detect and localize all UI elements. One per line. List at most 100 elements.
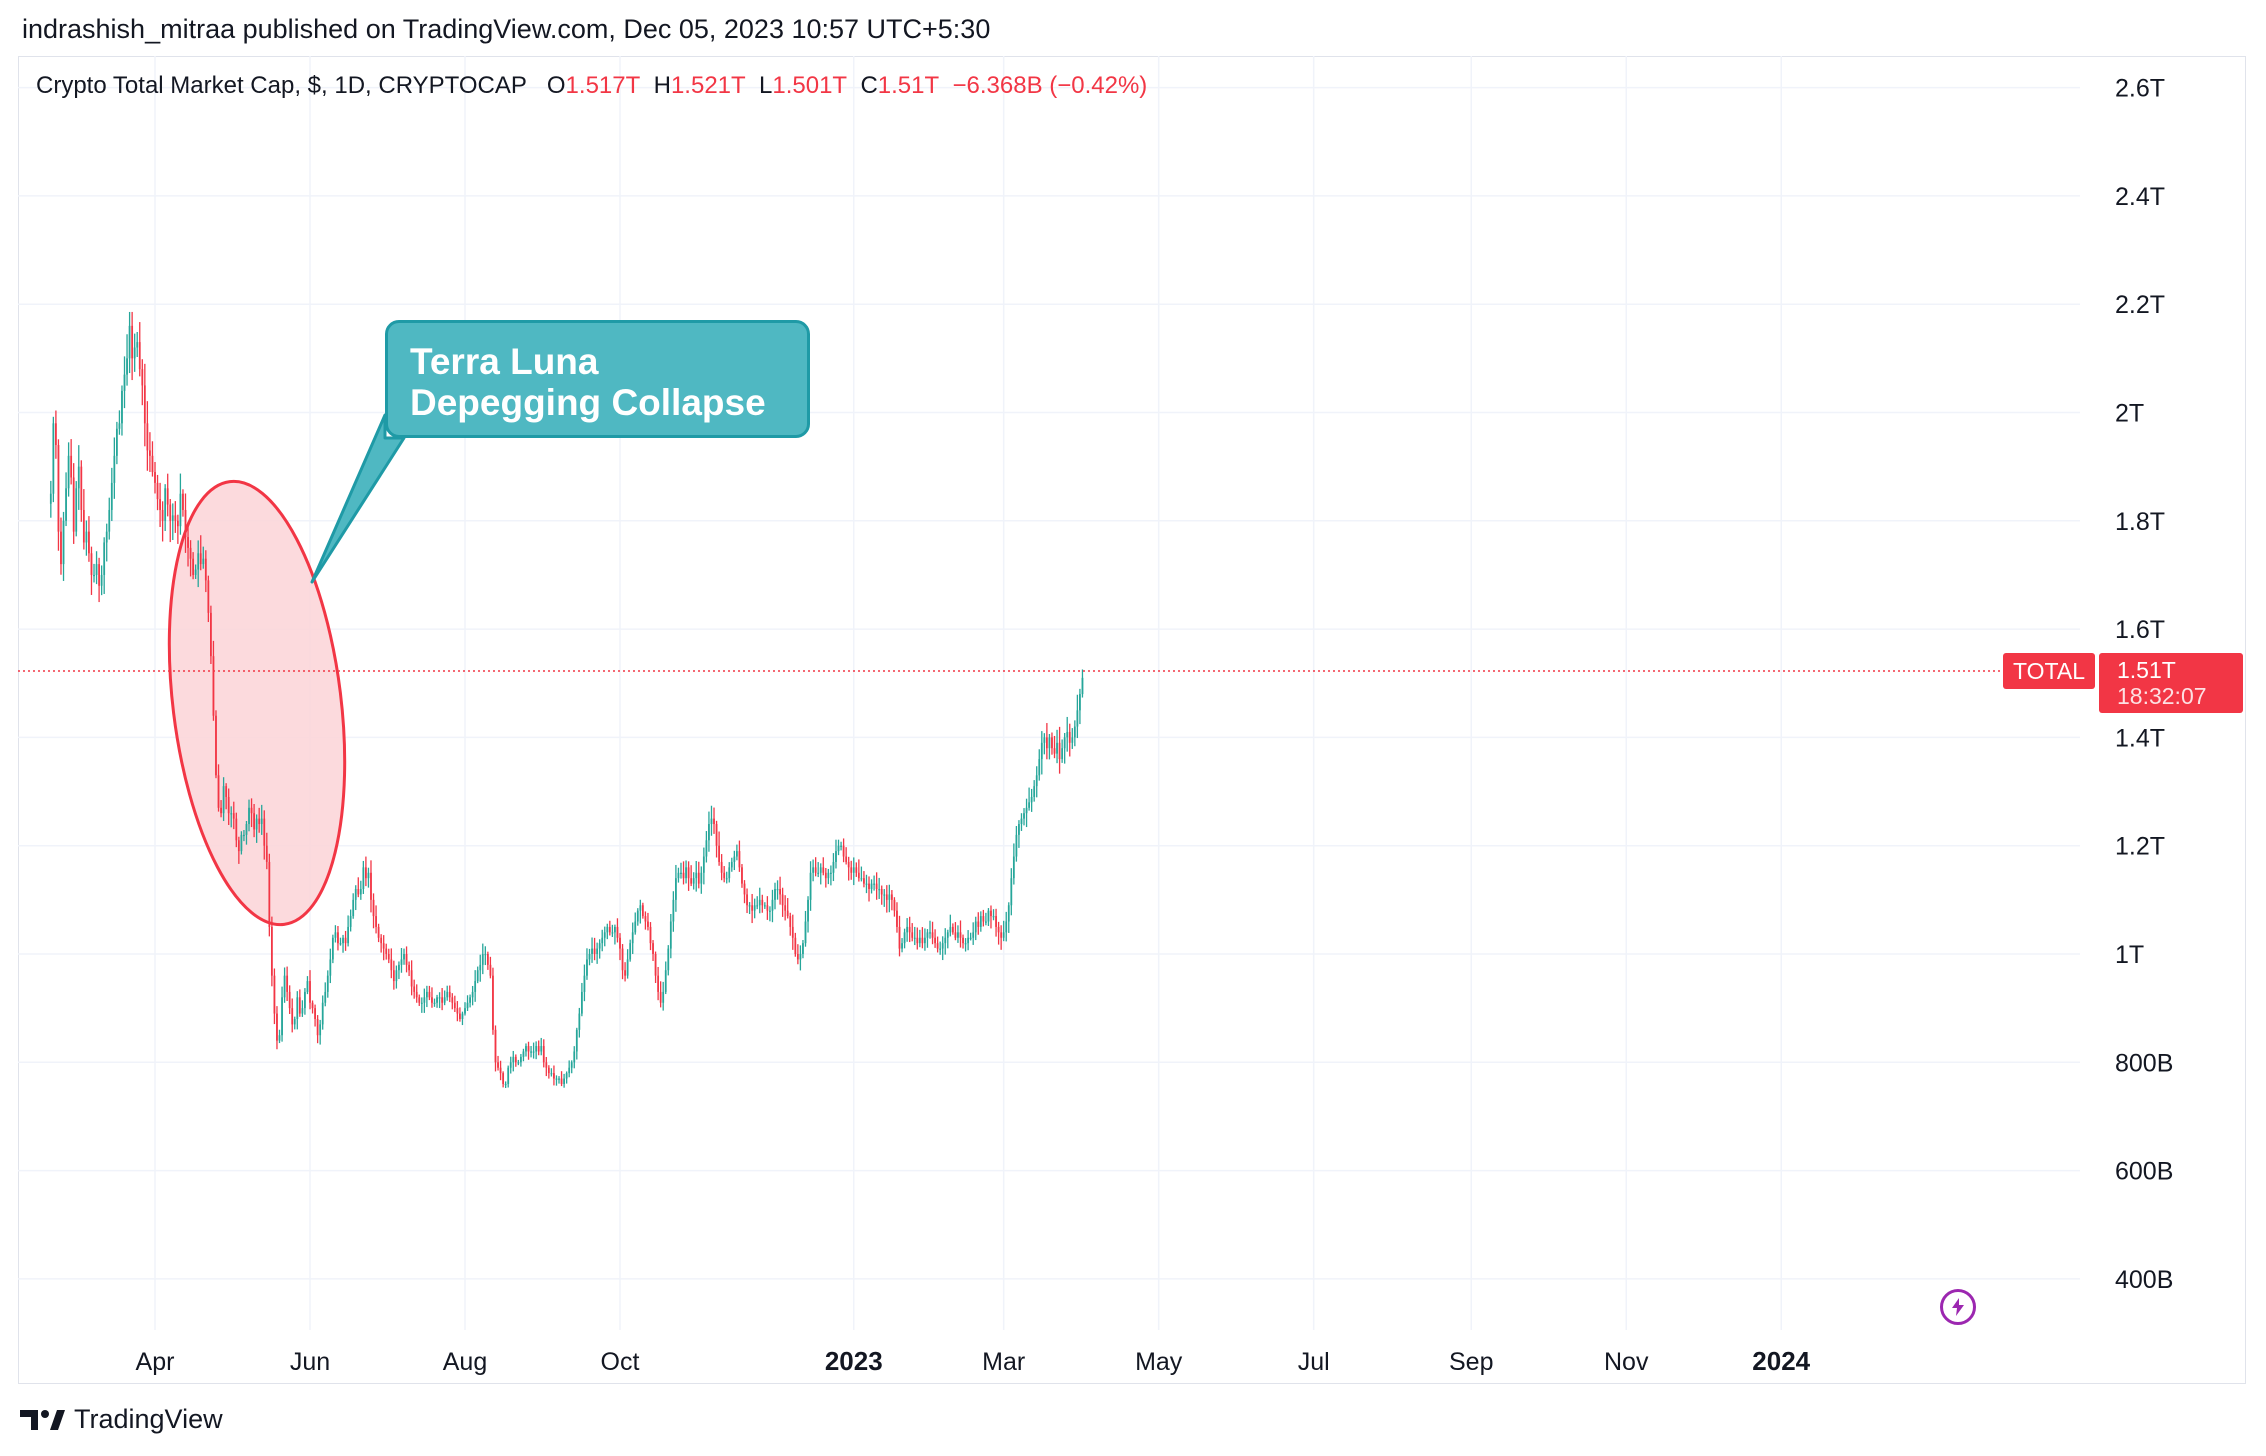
candle-body xyxy=(217,775,220,808)
candle-body xyxy=(464,1008,466,1014)
candle-body xyxy=(240,834,243,852)
candle-body xyxy=(1033,786,1036,797)
candle-body xyxy=(761,899,764,906)
candle-body xyxy=(1058,742,1061,760)
candle-body xyxy=(949,926,952,933)
terra-luna-callout[interactable]: Terra Luna Depegging Collapse xyxy=(385,320,810,438)
candle-body xyxy=(387,954,390,960)
candle-body xyxy=(126,358,128,375)
candle-body xyxy=(268,861,271,927)
candle-body xyxy=(489,964,492,976)
candle-body xyxy=(212,656,215,716)
candle-body xyxy=(298,997,301,1014)
candle-body xyxy=(141,369,144,386)
grid-layer xyxy=(18,56,2080,1330)
candle-body xyxy=(974,921,977,933)
candle-body xyxy=(258,818,261,825)
candle-body xyxy=(804,921,807,944)
candle-body xyxy=(784,905,787,911)
candle-body xyxy=(921,937,924,944)
time-axis: Apr Jun Aug Oct 2023 Mar May Jul Sep Nov 2024 xyxy=(136,1346,1811,1376)
candle-body xyxy=(349,916,352,927)
candle-body xyxy=(443,997,446,1003)
candle-body xyxy=(944,937,947,944)
candle-body xyxy=(697,872,700,884)
candle-body xyxy=(1068,731,1071,743)
candle-body xyxy=(832,861,835,873)
publish-attribution: indrashish_mitraa published on TradingVi… xyxy=(22,14,991,44)
candle-body xyxy=(474,981,477,992)
candle-body xyxy=(702,856,705,873)
candle-body xyxy=(883,894,886,896)
candle-body xyxy=(570,1062,573,1068)
candle-body xyxy=(182,493,184,510)
candle-body xyxy=(49,493,52,504)
candle-body xyxy=(324,991,327,1003)
candle-body xyxy=(479,964,482,971)
y-tick-label: 2.6T xyxy=(2115,75,2165,103)
candle-body xyxy=(466,1002,469,1009)
lightning-glyph xyxy=(1952,1298,1964,1316)
candle-body xyxy=(553,1073,555,1079)
candle-body xyxy=(776,889,779,891)
candle-body xyxy=(331,937,334,960)
candle-body xyxy=(789,916,792,927)
candle-body xyxy=(718,845,720,862)
footer-brand[interactable]: TradingView xyxy=(20,1404,223,1435)
candle-body xyxy=(1048,737,1051,749)
candle-body xyxy=(720,861,723,873)
candle-body xyxy=(199,553,202,565)
candle-body xyxy=(98,564,100,586)
candle-body xyxy=(166,488,169,505)
candle-body xyxy=(291,1008,294,1025)
candle-body xyxy=(890,894,893,900)
candle-body xyxy=(522,1051,525,1057)
candle-body xyxy=(985,921,987,923)
candle-body xyxy=(1020,818,1023,825)
candle-body xyxy=(55,423,57,445)
candle-body xyxy=(1023,813,1025,819)
candle-body xyxy=(118,423,121,429)
candle-body xyxy=(860,878,863,880)
candle-body xyxy=(1040,742,1043,760)
candle-body xyxy=(822,867,825,873)
candle-body xyxy=(537,1046,540,1052)
candle-body xyxy=(100,574,103,586)
candle-body xyxy=(796,954,799,960)
candle-body xyxy=(748,905,751,907)
lightning-icon[interactable] xyxy=(1940,1289,1976,1325)
candle-body xyxy=(311,1002,314,1009)
candle-body xyxy=(878,889,881,891)
candle-body xyxy=(664,970,667,992)
candle-body xyxy=(286,975,289,992)
candle-body xyxy=(791,926,794,938)
candle-body xyxy=(113,455,116,483)
candle-body xyxy=(499,1067,502,1074)
candle-body xyxy=(319,1024,322,1036)
candle-body xyxy=(675,878,677,900)
candle-body xyxy=(154,472,156,483)
legend-symbol[interactable]: Crypto Total Market Cap, $, 1D, CRYPTOCA… xyxy=(36,72,527,99)
candle-body xyxy=(174,515,177,521)
candle-body xyxy=(1007,905,1010,922)
candle-body xyxy=(972,932,975,938)
candle-body xyxy=(70,455,73,478)
candle-body xyxy=(888,894,891,900)
price-axis: 2.6T 2.4T 2.2T 2T 1.8T 1.6T 1.4T 1.2T 1T 800B 600B… xyxy=(2115,75,2173,1294)
candle-body xyxy=(253,813,255,830)
candle-body xyxy=(342,937,344,944)
candle-body xyxy=(880,889,883,895)
last-price-value: 1.51T xyxy=(2117,657,2176,683)
callout-line-2: Depegging Collapse xyxy=(410,382,766,423)
candle-body xyxy=(304,991,306,1009)
candle-body xyxy=(743,883,746,895)
chart-frame[interactable] xyxy=(18,56,2246,1384)
candle-body xyxy=(1035,775,1038,787)
candle-body xyxy=(817,872,820,874)
candle-body xyxy=(1079,694,1081,711)
candle-body xyxy=(255,818,258,830)
candle-body xyxy=(591,948,593,954)
y-tick-label: 1.6T xyxy=(2115,616,2165,644)
candle-body xyxy=(1053,748,1056,754)
